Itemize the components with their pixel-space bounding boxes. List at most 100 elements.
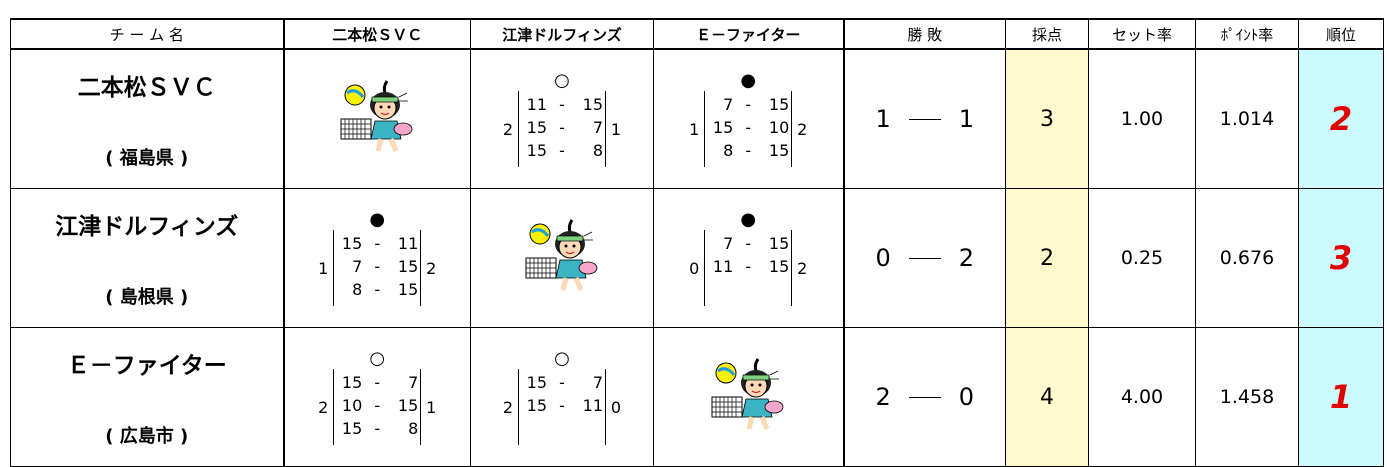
game-scores: 7-15 15-10 8-15 xyxy=(704,91,793,167)
score-sep: - xyxy=(559,373,565,392)
score-sep: - xyxy=(374,234,381,253)
game-score: 15- 8 xyxy=(336,417,418,440)
match-cell: ○ 2 11-15 15-7 15-8 1 xyxy=(470,48,654,189)
sets-lost: 2 xyxy=(426,258,437,278)
dash xyxy=(908,257,941,259)
team-name: Ｅ－ファイター xyxy=(66,353,227,379)
column-header: ﾎﾟｲﾝﾄ率 xyxy=(1195,18,1299,50)
wins: 2 xyxy=(875,383,891,411)
losses: 0 xyxy=(958,383,975,411)
point-rate: 1.458 xyxy=(1195,327,1299,467)
match-cell: ○ 2 15-7 15-11 0 xyxy=(470,327,654,467)
score-sep: - xyxy=(745,257,752,276)
match-cell xyxy=(653,327,844,467)
sets-won: 2 xyxy=(318,397,329,417)
score-sep: - xyxy=(374,396,381,415)
sets-lost: 2 xyxy=(797,258,808,278)
game-score: 15- 8 xyxy=(521,139,603,162)
game-score: 7-15 xyxy=(707,93,789,116)
team-cell: Ｅ－ファイター ( 広島市 ) xyxy=(10,327,284,467)
match-result: ○ 2 11-15 15-7 15-8 1 xyxy=(471,71,653,167)
score-row: 1 7-15 15-10 8-15 2 xyxy=(684,91,812,167)
column-header: 二本松ＳＶＣ xyxy=(282,18,471,50)
score-own: 7 xyxy=(723,95,734,114)
game-score: 15-10 xyxy=(707,116,789,139)
score-opp: 15 xyxy=(397,280,419,299)
score-sep: - xyxy=(559,396,565,415)
losses: 1 xyxy=(958,105,975,133)
match-cell xyxy=(282,48,471,189)
score-opp: 15 xyxy=(582,95,603,114)
score-own: 11 xyxy=(526,95,547,114)
game-score: 15- 7 xyxy=(521,371,603,394)
score-row: 2 15- 7 15-11 0 xyxy=(498,369,626,445)
column-header: 勝 敗 xyxy=(842,18,1006,50)
result-mark: ○ xyxy=(554,70,570,91)
mascot xyxy=(711,358,784,430)
score-own: 15 xyxy=(341,419,363,438)
game-score: 7-15 xyxy=(707,232,789,255)
sets-lost: 2 xyxy=(797,119,808,139)
score-opp: 10 xyxy=(768,118,790,137)
game-score: 15- 7 xyxy=(336,371,418,394)
result-mark: ● xyxy=(740,209,757,230)
game-score: 15-11 xyxy=(336,232,418,255)
score-row: 2 15-7 10-15 15-8 1 xyxy=(313,369,441,445)
score-sep: - xyxy=(745,141,752,160)
score-sep: - xyxy=(559,95,565,114)
game-score: 11-15 xyxy=(707,255,789,278)
game-score: 11-15 xyxy=(521,93,603,116)
team-cell: 二本松ＳＶＣ ( 福島県 ) xyxy=(10,48,284,189)
mascot xyxy=(340,80,413,152)
team-row: 江津ドルフィンズ( 島根県 ) ● 1 15-11 7-15 8-15 2 ● 0 7-15 11… xyxy=(10,188,1384,328)
score-sep: - xyxy=(374,419,381,438)
sets-lost: 1 xyxy=(610,119,622,139)
mascot xyxy=(525,219,598,291)
set-rate: 1.00 xyxy=(1088,48,1196,189)
score-own: 15 xyxy=(526,396,547,415)
match-cell xyxy=(470,188,654,328)
column-header: 江津ドルフィンズ xyxy=(470,18,654,50)
team-row: 二本松ＳＶＣ( 福島県 ) ○ 2 11-15 15-7 15-8 1 ● 1 7-15 15-1… xyxy=(10,48,1384,189)
sets-lost: 0 xyxy=(610,397,622,417)
score-sep: - xyxy=(559,141,565,160)
wins: 1 xyxy=(875,105,891,133)
match-result: ● 1 7-15 15-10 8-15 2 xyxy=(654,71,843,167)
match-result: ● 1 15-11 7-15 8-15 2 xyxy=(285,210,471,306)
column-header: チ ー ム 名 xyxy=(10,18,284,50)
dash xyxy=(908,118,941,120)
score-sep: - xyxy=(374,373,381,392)
score-opp: 15 xyxy=(397,257,419,276)
match-result: ○ 2 15-7 10-15 15-8 1 xyxy=(285,349,471,445)
result-mark: ○ xyxy=(554,348,570,369)
score-opp: 7 xyxy=(592,373,603,392)
game-score: 15- 7 xyxy=(521,116,603,139)
points: 4 xyxy=(1005,327,1089,467)
table-wrap: チ ー ム 名二本松ＳＶＣ 江津ドルフィンズ Ｅ－ファイター勝 敗採点 セット率 ﾎﾟｲ… xyxy=(10,18,1384,467)
set-rate: 4.00 xyxy=(1088,327,1196,467)
team-cell: 江津ドルフィンズ ( 島根県 ) xyxy=(10,188,284,328)
score-own: 15 xyxy=(341,234,363,253)
score-opp: 15 xyxy=(768,141,790,160)
score-own: 11 xyxy=(712,257,734,276)
match-result: ● 0 7-15 11-15 2 xyxy=(654,210,843,306)
score-own: 15 xyxy=(526,141,547,160)
score-own: 15 xyxy=(341,373,363,392)
set-rate: 0.25 xyxy=(1088,188,1196,328)
score-sep: - xyxy=(745,95,752,114)
match-cell: ● 1 15-11 7-15 8-15 2 xyxy=(282,188,471,328)
column-header: 採点 xyxy=(1005,18,1089,50)
score-own: 7 xyxy=(352,257,363,276)
match-cell: ● 0 7-15 11-15 2 xyxy=(653,188,844,328)
score-opp: 7 xyxy=(408,373,419,392)
game-score: 10-15 xyxy=(336,394,418,417)
result-mark: ● xyxy=(369,209,386,230)
score-row: 0 7-15 11-15 2 xyxy=(684,230,812,306)
column-header: Ｅ－ファイター xyxy=(653,18,844,50)
team-prefecture: ( 福島県 ) xyxy=(105,148,189,169)
